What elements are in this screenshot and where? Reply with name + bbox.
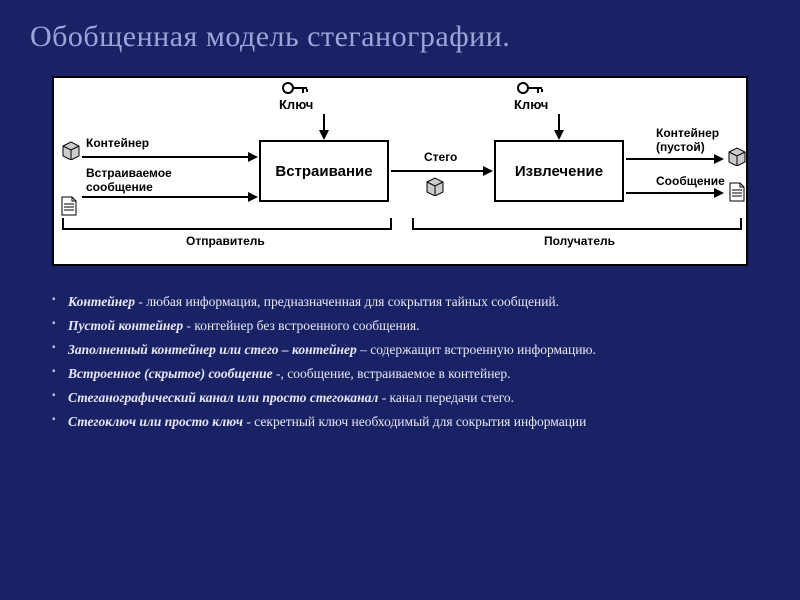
container-out-label-2: (пустой) (656, 140, 705, 154)
message-in-label-2: сообщение (86, 180, 153, 194)
arrow (82, 196, 250, 198)
steganography-diagram: Ключ Ключ Контейнер (52, 76, 748, 266)
key-1-group: Ключ (279, 80, 313, 112)
bullet-list: Контейнер - любая информация, предназнач… (30, 292, 770, 433)
list-item: Встроенное (скрытое) сообщение -, сообще… (52, 364, 762, 385)
extract-box: Извлечение (494, 140, 624, 202)
term-rest: – содержащит встроенную информацию. (357, 342, 596, 357)
list-item: Стеганографический канал или просто стег… (52, 388, 762, 409)
term-rest: - канал передачи стего. (378, 390, 514, 405)
embed-box: Встраивание (259, 140, 389, 202)
document-icon (60, 196, 78, 216)
message-in-label-1: Встраиваемое (86, 166, 172, 180)
term: Заполненный контейнер или стего – контей… (68, 342, 357, 357)
extract-box-label: Извлечение (515, 163, 603, 180)
list-item: Заполненный контейнер или стего – контей… (52, 340, 762, 361)
container-icon (60, 140, 82, 160)
key-1-label: Ключ (279, 97, 313, 112)
term: Встроенное (скрытое) сообщение (68, 366, 273, 381)
arrow (391, 170, 485, 172)
key-icon (282, 80, 310, 96)
embed-box-label: Встраивание (275, 163, 372, 180)
arrow-head (483, 166, 493, 176)
sender-label: Отправитель (186, 234, 265, 248)
receiver-bracket (412, 218, 742, 230)
arrow-head (554, 130, 564, 140)
container-out-label-1: Контейнер (656, 126, 719, 140)
term-rest: -, сообщение, встраиваемое в контейнер. (273, 366, 511, 381)
page-title: Обобщенная модель стеганографии. (30, 20, 770, 54)
arrow (626, 192, 716, 194)
arrow-head (248, 192, 258, 202)
stego-label: Стего (424, 150, 457, 164)
term-rest: - любая информация, предназначенная для … (135, 294, 559, 309)
term: Контейнер (68, 294, 135, 309)
container-out-icon (726, 146, 748, 166)
arrow-head (248, 152, 258, 162)
message-out-label: Сообщение (656, 174, 725, 188)
stego-container-icon (424, 176, 446, 196)
arrow-head (714, 188, 724, 198)
term: Стегоключ или просто ключ (68, 414, 243, 429)
term: Стеганографический канал или просто стег… (68, 390, 378, 405)
key-2-group: Ключ (514, 80, 548, 112)
term: Пустой контейнер (68, 318, 183, 333)
term-rest: - контейнер без встроенного сообщения. (183, 318, 419, 333)
arrow (82, 156, 250, 158)
key-2-label: Ключ (514, 97, 548, 112)
receiver-label: Получатель (544, 234, 615, 248)
term-rest: - секретный ключ необходимый для сокрыти… (243, 414, 586, 429)
list-item: Пустой контейнер - контейнер без встроен… (52, 316, 762, 337)
list-item: Контейнер - любая информация, предназнач… (52, 292, 762, 313)
document-out-icon (728, 182, 746, 202)
arrow-head (714, 154, 724, 164)
sender-bracket (62, 218, 392, 230)
arrow (626, 158, 716, 160)
key-icon (517, 80, 545, 96)
container-in-label: Контейнер (86, 136, 149, 150)
list-item: Стегоключ или просто ключ - секретный кл… (52, 412, 762, 433)
arrow-head (319, 130, 329, 140)
